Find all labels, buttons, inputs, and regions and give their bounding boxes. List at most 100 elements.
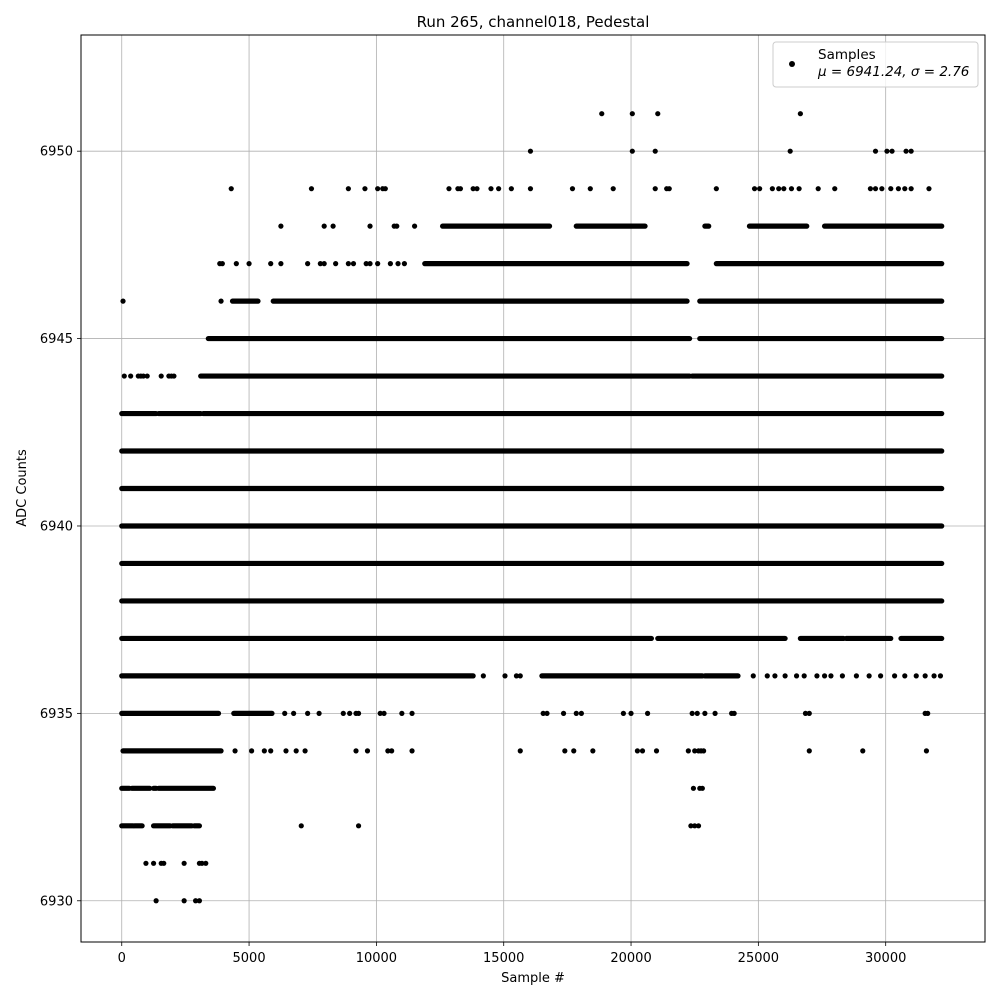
sample-point [355, 710, 362, 716]
sample-point [367, 261, 373, 267]
legend-box [772, 41, 979, 88]
sample-point [305, 261, 311, 267]
x-tick-label: 25000 [738, 951, 779, 966]
sample-point [913, 673, 919, 679]
sample-point [128, 373, 134, 379]
sample-point [355, 823, 362, 829]
sample-point [409, 748, 415, 754]
y-tick-label: 6950 [40, 145, 73, 160]
sample-point [750, 673, 756, 679]
sample-point [652, 148, 658, 154]
sample-point [540, 710, 546, 716]
sample-point [634, 748, 641, 754]
sample-point [751, 186, 758, 192]
sample-point [797, 111, 803, 117]
legend-entry-label: Samples [818, 47, 876, 63]
sample-point [815, 186, 821, 192]
sample-point [688, 823, 694, 829]
sample-point [317, 261, 323, 267]
sample-point [655, 111, 661, 117]
x-tick-label: 15000 [483, 951, 524, 966]
sample-point [629, 111, 635, 117]
sample-point [382, 186, 388, 192]
sample-point [158, 373, 164, 379]
x-tick-label: 10000 [356, 951, 397, 966]
sample-point [411, 223, 418, 229]
sample-point [801, 673, 807, 679]
sample-point [578, 710, 584, 716]
sample-point [219, 261, 225, 267]
sample-point [832, 186, 838, 192]
y-tick-label: 6930 [40, 894, 73, 909]
sample-point [389, 748, 395, 754]
sample-point [925, 710, 931, 716]
sample-point [628, 710, 634, 716]
sample-point [895, 186, 902, 192]
sample-point [150, 860, 157, 866]
sample-point [249, 748, 255, 754]
sample-point [321, 261, 327, 267]
sample-point [196, 898, 203, 904]
sample-point [793, 673, 800, 679]
sample-point [480, 673, 486, 679]
sample-point [171, 373, 177, 379]
sample-point [282, 710, 288, 716]
sample-point [620, 710, 627, 716]
sample-point [192, 898, 199, 904]
sample-point [571, 748, 577, 754]
sample-point [573, 710, 579, 716]
sample-point [161, 860, 167, 866]
sample-point [409, 710, 415, 716]
y-tick-label: 6935 [40, 707, 73, 722]
sample-point [381, 710, 387, 716]
sample-point [377, 710, 383, 716]
sample-point [140, 373, 146, 379]
sample-point [860, 748, 866, 754]
sample-point [233, 261, 239, 267]
sample-point [879, 186, 885, 192]
sample-point [321, 223, 327, 229]
sample-point [496, 186, 502, 192]
sample-point [291, 710, 297, 716]
sample-point [692, 748, 698, 754]
sample-point [689, 710, 695, 716]
sample-point [806, 748, 812, 754]
sample-point [587, 186, 593, 192]
sample-point [446, 186, 452, 192]
sample-point [867, 186, 874, 192]
sample-point [908, 186, 914, 192]
sample-point [218, 298, 224, 304]
sample-point [375, 186, 381, 192]
sample-point [908, 148, 914, 154]
sample-point [685, 748, 691, 754]
y-tick-label: 6940 [40, 519, 73, 534]
sample-point [283, 748, 289, 754]
y-tick-label: 6945 [40, 332, 73, 347]
sample-point [517, 748, 523, 754]
sample-point [293, 748, 299, 754]
sample-point [892, 673, 898, 679]
x-tick-label: 5000 [233, 951, 266, 966]
sample-point [302, 748, 308, 754]
sample-point [364, 748, 371, 754]
sample-point [769, 186, 775, 192]
sample-point [877, 673, 884, 679]
sample-point [367, 223, 373, 229]
sample-point [395, 261, 401, 267]
sample-point [347, 710, 353, 716]
sample-point [330, 223, 336, 229]
sample-point [527, 186, 534, 192]
sample-point [144, 373, 150, 379]
sample-point [120, 298, 126, 304]
sample-point [488, 186, 494, 192]
sample-point [872, 148, 879, 154]
sample-point [544, 710, 550, 716]
y-axis: 6930 6935 6940 6945 6950 [40, 145, 81, 909]
sample-point [527, 148, 534, 154]
sample-point [181, 898, 187, 904]
sample-point [639, 748, 646, 754]
sample-point [457, 186, 464, 192]
sample-point [203, 860, 209, 866]
sample-point [764, 673, 770, 679]
sample-point [517, 673, 523, 679]
